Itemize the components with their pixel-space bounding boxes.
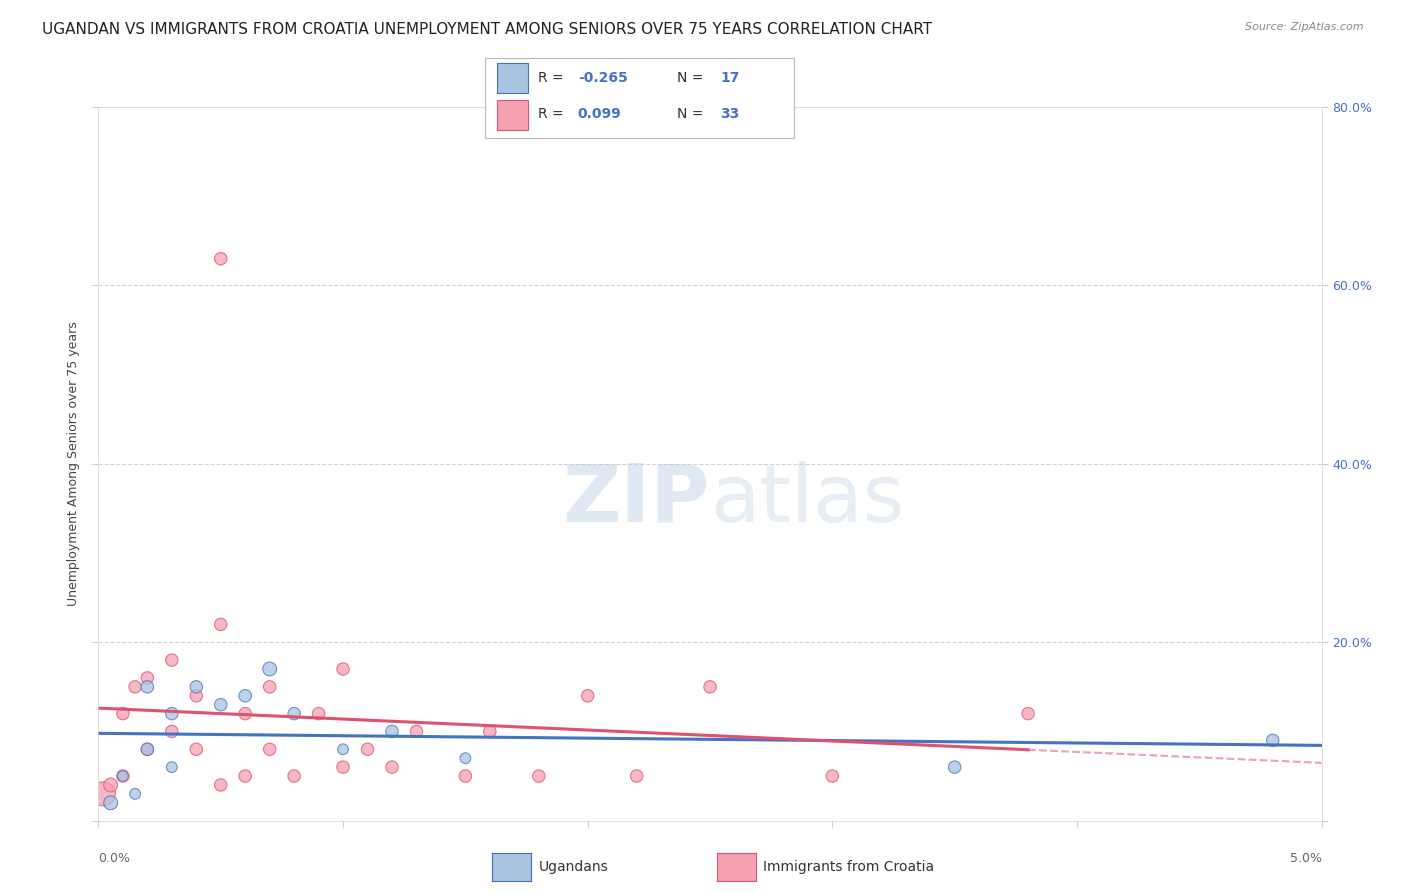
Point [111, 769, 134, 783]
Text: atlas: atlas [710, 460, 904, 539]
Point [136, 680, 159, 694]
Text: N =: N = [676, 71, 707, 85]
Text: Immigrants from Croatia: Immigrants from Croatia [763, 860, 935, 874]
Point [699, 680, 721, 694]
Point [160, 653, 183, 667]
Text: 17: 17 [720, 71, 740, 85]
Point [209, 617, 232, 632]
Point [381, 724, 404, 739]
Text: Ugandans: Ugandans [538, 860, 609, 874]
Text: R =: R = [537, 107, 568, 121]
Point [100, 778, 122, 792]
Point [233, 689, 256, 703]
Point [626, 769, 648, 783]
Point [332, 760, 354, 774]
Point [124, 680, 146, 694]
Point [209, 698, 232, 712]
Point [233, 706, 256, 721]
Point [136, 742, 159, 756]
Point [186, 689, 208, 703]
Text: 0.0%: 0.0% [98, 852, 131, 865]
Text: -0.265: -0.265 [578, 71, 627, 85]
Text: Source: ZipAtlas.com: Source: ZipAtlas.com [1246, 22, 1364, 32]
Point [100, 796, 122, 810]
Point [1261, 733, 1284, 747]
Point [332, 742, 354, 756]
Point [943, 760, 966, 774]
Point [136, 742, 159, 756]
Point [259, 662, 281, 676]
Text: UGANDAN VS IMMIGRANTS FROM CROATIA UNEMPLOYMENT AMONG SENIORS OVER 75 YEARS CORR: UGANDAN VS IMMIGRANTS FROM CROATIA UNEMP… [42, 22, 932, 37]
Bar [498, 100, 529, 130]
Point [576, 689, 599, 703]
Point [821, 769, 844, 783]
Point [160, 724, 183, 739]
Point [308, 706, 330, 721]
Point [111, 769, 134, 783]
Point [454, 751, 477, 765]
Point [111, 706, 134, 721]
Point [332, 662, 354, 676]
Point [356, 742, 378, 756]
Point [209, 252, 232, 266]
Text: 5.0%: 5.0% [1289, 852, 1322, 865]
Point [1017, 706, 1039, 721]
Point [233, 769, 256, 783]
Point [124, 787, 146, 801]
Point [381, 760, 404, 774]
Text: 0.099: 0.099 [578, 107, 621, 121]
Text: 33: 33 [720, 107, 740, 121]
Point [283, 769, 305, 783]
Point [160, 760, 183, 774]
Text: N =: N = [676, 107, 707, 121]
Point [405, 724, 427, 739]
Point [136, 671, 159, 685]
Point [186, 680, 208, 694]
Bar [498, 62, 529, 94]
Point [259, 680, 281, 694]
Point [478, 724, 501, 739]
Point [259, 742, 281, 756]
Point [283, 706, 305, 721]
Point [186, 742, 208, 756]
Text: ZIP: ZIP [562, 460, 710, 539]
Y-axis label: Unemployment Among Seniors over 75 years: Unemployment Among Seniors over 75 years [66, 321, 80, 607]
Point [527, 769, 550, 783]
Point [209, 778, 232, 792]
Point [160, 706, 183, 721]
Text: R =: R = [537, 71, 568, 85]
Point [91, 787, 114, 801]
Point [454, 769, 477, 783]
